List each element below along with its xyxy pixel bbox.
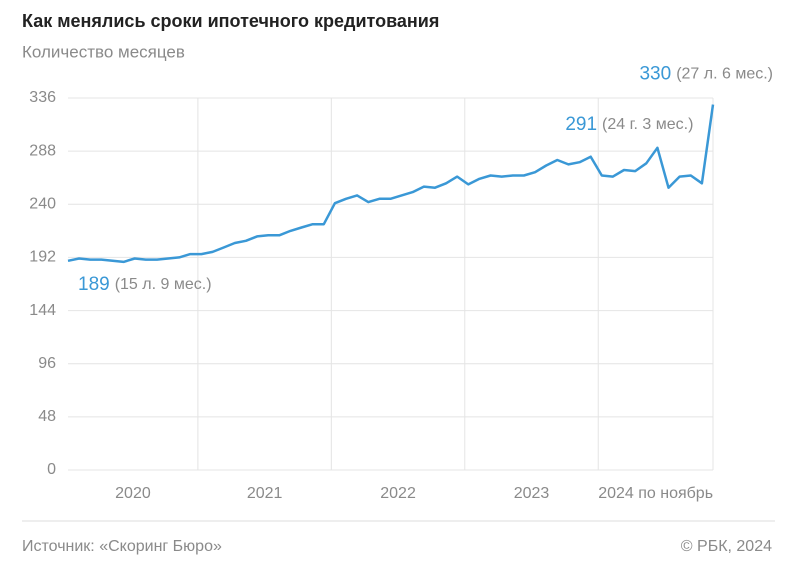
y-tick-label: 192	[29, 249, 56, 266]
value-note: (27 л. 6 мес.)	[676, 66, 773, 83]
x-tick-label: 2024 по ноябрь	[598, 485, 713, 502]
x-tick-label: 2020	[115, 485, 151, 502]
x-tick-label: 2023	[514, 485, 550, 502]
source: Источник: «Скоринг Бюро»	[22, 538, 222, 555]
chart-title: Как менялись сроки ипотечного кредитован…	[22, 11, 439, 31]
copyright: © РБК, 2024	[681, 538, 772, 555]
y-tick-label: 0	[47, 461, 56, 478]
value-note: (15 л. 9 мес.)	[115, 276, 212, 293]
value-label: 291 (24 г. 3 мес.)	[565, 114, 693, 135]
chart-subtitle: Количество месяцев	[22, 42, 185, 61]
y-tick-label: 240	[29, 196, 56, 213]
y-tick-label: 48	[38, 408, 56, 425]
y-tick-label: 96	[38, 355, 56, 372]
value-label: 330 (27 л. 6 мес.)	[639, 64, 773, 85]
value-note: (24 г. 3 мес.)	[602, 116, 693, 133]
x-tick-label: 2022	[380, 485, 416, 502]
value-number: 189	[78, 274, 110, 295]
data-line	[67, 104, 715, 264]
y-tick-label: 288	[29, 142, 56, 159]
value-number: 330	[639, 64, 671, 85]
y-tick-label: 144	[29, 302, 56, 319]
y-tick-label: 336	[29, 89, 56, 106]
x-tick-label: 2021	[247, 485, 283, 502]
value-number: 291	[565, 114, 597, 135]
value-label: 189 (15 л. 9 мес.)	[78, 274, 212, 295]
